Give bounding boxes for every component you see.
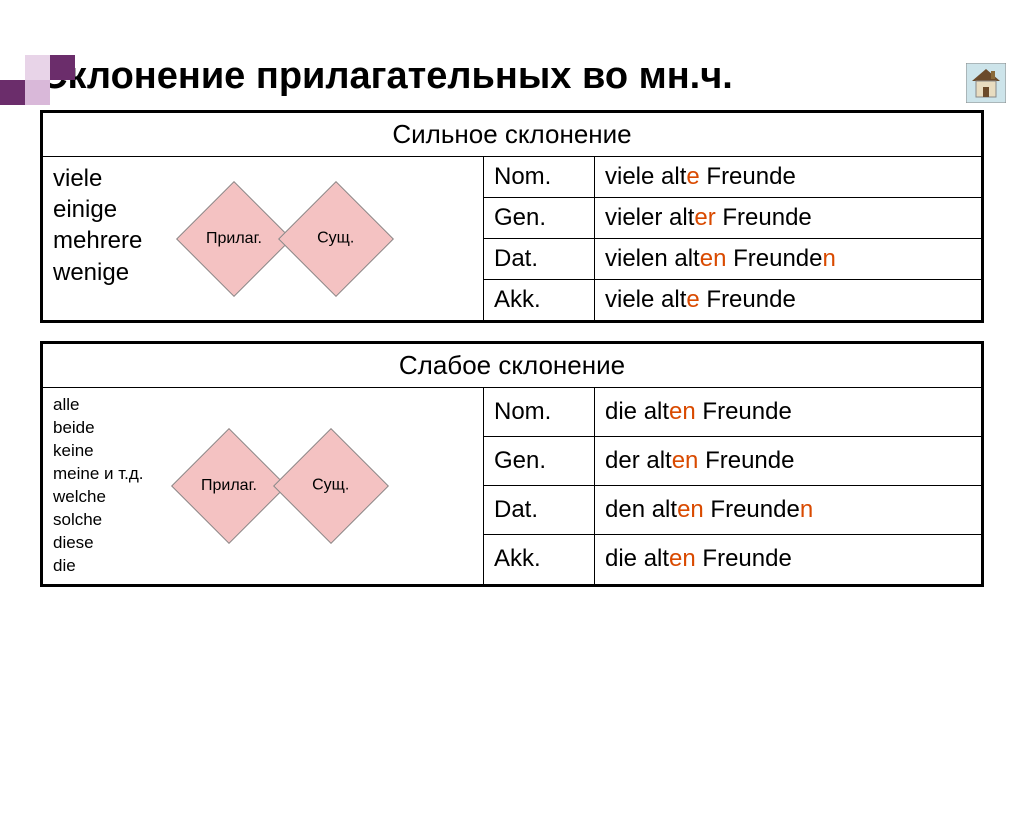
case-cell: Dat.: [484, 486, 595, 535]
case-cell: Akk.: [484, 280, 595, 321]
weak-left-cell: allebeidekeinemeine и т.д.welchesolchedi…: [43, 388, 484, 585]
strong-left-cell: vieleeinigemehrerewenige Прилаг. Сущ.: [43, 157, 484, 321]
case-cell: Dat.: [484, 239, 595, 280]
case-cell: Nom.: [484, 157, 595, 198]
weak-header: Слабое склонение: [43, 344, 982, 388]
page-title: Склонение прилагательных во мн.ч.: [40, 55, 1024, 98]
weak-table: Слабое склонение allebeidekeinemeine и т…: [40, 341, 984, 587]
diamond-noun: Сущ.: [278, 181, 394, 297]
diamond-adj: Прилаг.: [171, 428, 287, 544]
diamond-noun: Сущ.: [273, 428, 389, 544]
weak-diamonds: Прилаг. Сущ.: [188, 445, 372, 527]
example-cell: vieler alter Freunde: [595, 198, 982, 239]
diamond-adj: Прилаг.: [176, 181, 292, 297]
example-cell: viele alte Freunde: [595, 157, 982, 198]
example-cell: die alten Freunde: [595, 535, 982, 584]
case-cell: Gen.: [484, 198, 595, 239]
example-cell: den alten Freunden: [595, 486, 982, 535]
strong-diamonds: Прилаг. Сущ.: [193, 198, 377, 280]
strong-header: Сильное склонение: [43, 113, 982, 157]
example-cell: viele alte Freunde: [595, 280, 982, 321]
case-cell: Gen.: [484, 437, 595, 486]
example-cell: der alten Freunde: [595, 437, 982, 486]
case-cell: Nom.: [484, 388, 595, 437]
case-cell: Akk.: [484, 535, 595, 584]
corner-decoration: [0, 55, 80, 105]
example-cell: vielen alten Freunden: [595, 239, 982, 280]
home-icon[interactable]: [966, 63, 1006, 103]
strong-table: Сильное склонение vieleeinigemehrereweni…: [40, 110, 984, 323]
example-cell: die alten Freunde: [595, 388, 982, 437]
